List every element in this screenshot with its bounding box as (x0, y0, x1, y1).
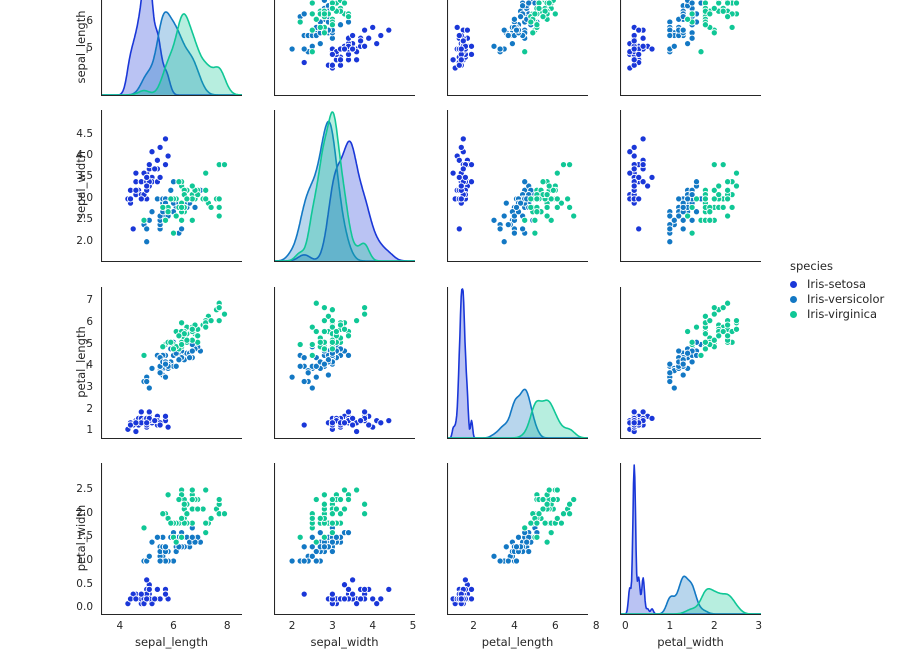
y-tick-label: 3 (86, 381, 93, 393)
pairplot-cell-petal_length-vs-petal_length (447, 287, 589, 439)
y-tick-label: 2.0 (76, 506, 93, 519)
y-tick-label: 5 (86, 337, 93, 350)
y-axis-label-petal_length: petal_length (74, 326, 88, 398)
pairplot-cell-sepal_width-vs-petal_width (620, 110, 762, 262)
x-axis-label-sepal_length: sepal_length (134, 635, 208, 649)
pairplot-cell-sepal_width-vs-sepal_length (101, 110, 243, 262)
y-axis-label-sepal_width: sepal_width (74, 150, 88, 220)
legend-item-iris-setosa[interactable]: Iris-setosa (788, 277, 884, 292)
y-tick-label: 5 (86, 42, 93, 55)
x-tick-label: 8 (592, 620, 600, 632)
y-axis-label-petal_width: petal_width (74, 504, 88, 572)
y-axis-label-sepal_length: sepal_length (74, 10, 88, 84)
legend-item-label: Iris-versicolor (807, 292, 885, 306)
pairplot-cell-sepal_width-vs-sepal_width (274, 110, 416, 262)
legend-item-iris-versicolor[interactable]: Iris-versicolor (788, 292, 884, 307)
pairplot-cell-sepal_length-vs-sepal_length (101, 0, 243, 96)
y-tick-label: 6 (86, 14, 93, 27)
species-legend: species Iris-setosa Iris-versicolor Iris-vi… (788, 260, 884, 322)
legend-marker-icon (790, 281, 797, 288)
x-tick-label: 3 (755, 620, 763, 632)
pairplot-cell-petal_width-vs-sepal_width (274, 463, 416, 615)
x-tick-label: 6 (551, 620, 559, 632)
pairplot-cell-petal_width-vs-petal_length (447, 463, 589, 615)
x-axis-label-petal_length: petal_length (481, 635, 554, 649)
y-tick-label: 2 (86, 402, 93, 415)
pairplot-cell-petal_length-vs-sepal_length (101, 287, 243, 439)
pairplot-cell-sepal_length-vs-petal_length (447, 0, 589, 96)
y-tick-label: 6 (86, 315, 93, 328)
x-axis-label-petal_width: petal_width (657, 635, 724, 649)
y-tick-label: 2.5 (76, 213, 93, 226)
x-tick-label: 6 (170, 620, 177, 632)
legend-item-iris-virginica[interactable]: Iris-virginica (788, 307, 884, 322)
legend-item-label: Iris-virginica (807, 307, 878, 321)
legend-marker-icon (790, 311, 797, 318)
x-tick-label: 8 (223, 620, 231, 632)
pairplot-cell-sepal_length-vs-sepal_width (274, 0, 416, 96)
y-tick-label: 4.0 (76, 149, 93, 161)
x-tick-label: 4 (116, 620, 124, 632)
legend-title: species (790, 259, 833, 273)
pairplot-cell-petal_length-vs-petal_width (620, 287, 762, 439)
y-tick-label: 3.5 (76, 170, 93, 183)
x-tick-label: 3 (329, 620, 336, 632)
legend-item-label: Iris-setosa (807, 277, 867, 291)
y-tick-label: 0.0 (76, 601, 93, 614)
x-tick-label: 0 (621, 620, 629, 632)
y-tick-label: 1 (86, 424, 93, 437)
x-tick-label: 2 (288, 620, 296, 632)
pairplot-cell-sepal_length-vs-petal_width (620, 0, 762, 96)
x-tick-label: 2 (470, 620, 477, 632)
x-tick-label: 1 (666, 620, 674, 632)
y-tick-label: 3.0 (76, 191, 93, 204)
y-tick-label: 4 (86, 359, 93, 372)
legend-marker-icon (790, 296, 797, 303)
pairplot-cell-petal_length-vs-sepal_width (274, 287, 416, 439)
pairplot-cell-sepal_width-vs-petal_length (447, 110, 589, 262)
y-tick-label: 1.5 (76, 530, 93, 543)
x-axis-label-sepal_width: sepal_width (310, 635, 379, 649)
y-tick-label: 0.5 (76, 577, 93, 590)
pairplot-cell-petal_width-vs-sepal_length (101, 463, 243, 615)
y-tick-label: 1.0 (76, 554, 93, 566)
x-tick-label: 2 (710, 620, 718, 632)
x-tick-label: 4 (511, 620, 518, 632)
x-tick-label: 4 (369, 620, 377, 632)
y-tick-label: 2.0 (76, 234, 93, 247)
pairplot-cell-petal_width-vs-petal_width (620, 463, 762, 615)
y-tick-label: 7 (86, 294, 93, 307)
x-tick-label: 5 (409, 620, 417, 632)
y-tick-label: 2.5 (76, 483, 93, 496)
y-tick-label: 4.5 (76, 127, 93, 140)
